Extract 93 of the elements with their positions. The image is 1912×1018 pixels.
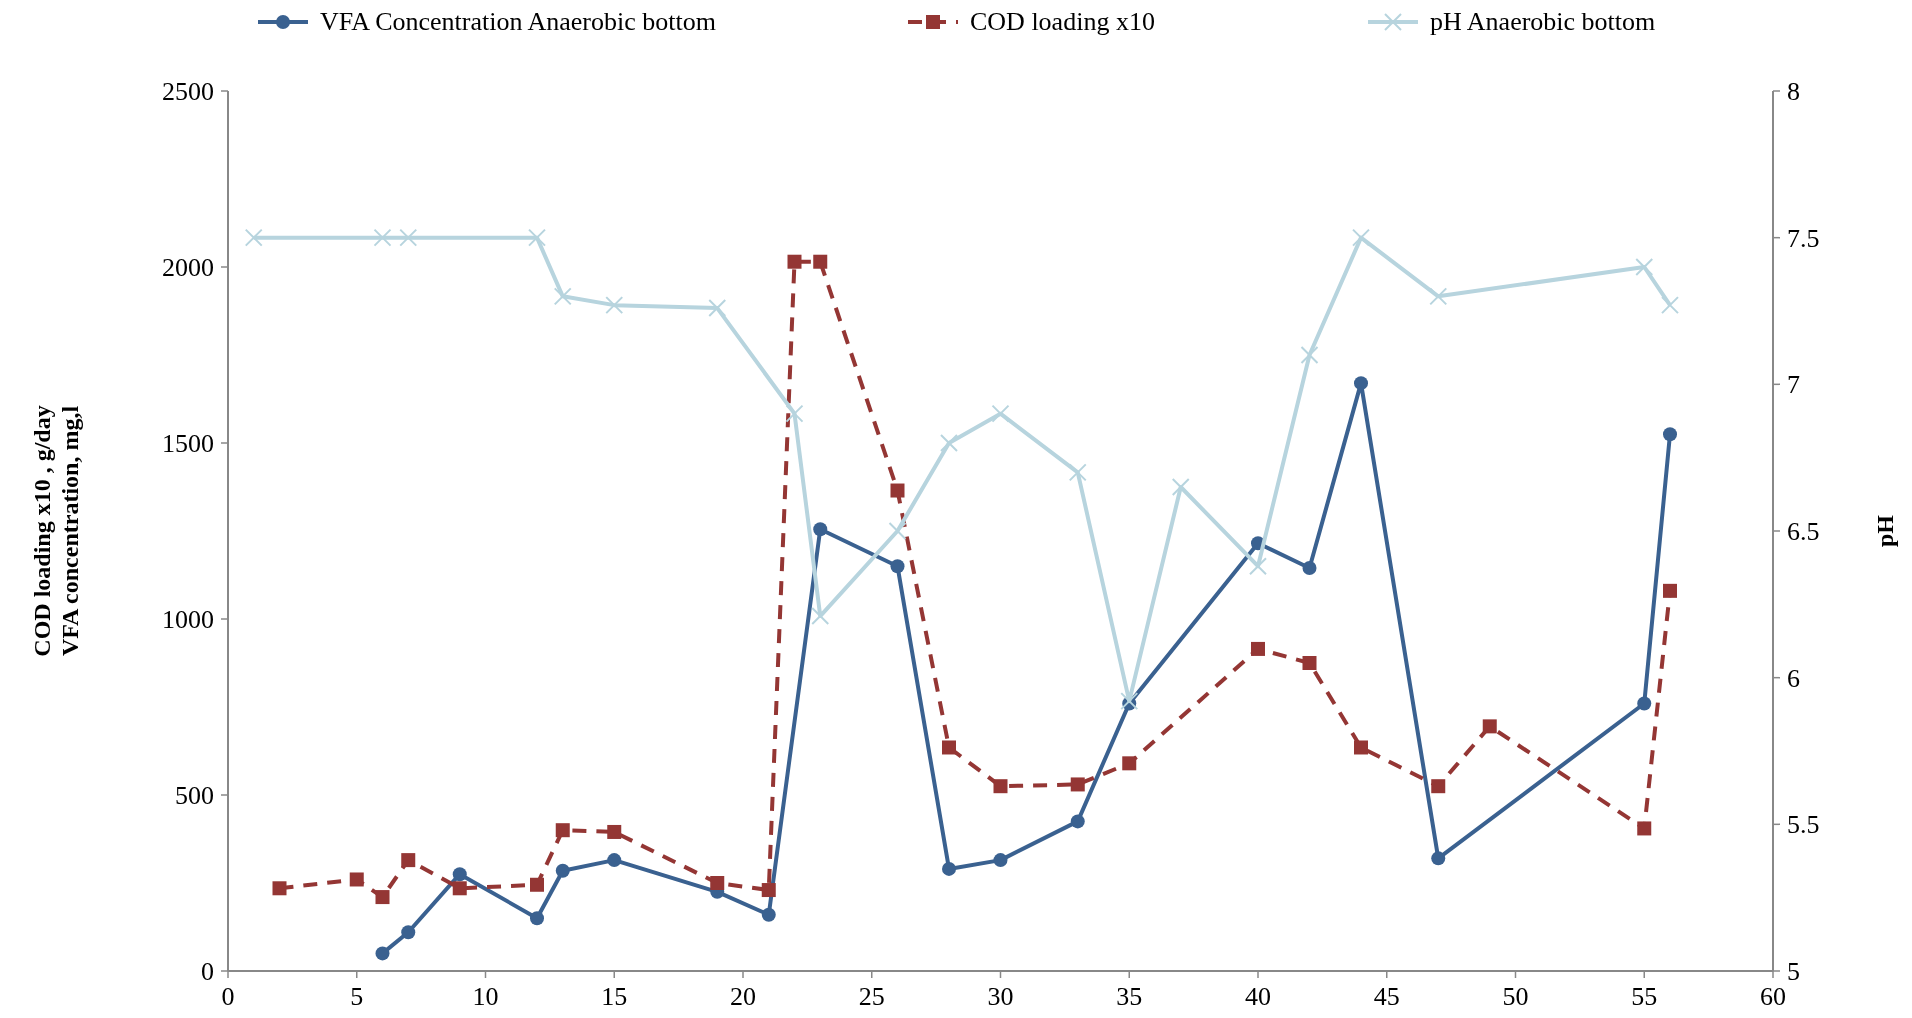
point [607,853,622,868]
point [1300,346,1319,364]
x-tick-label: 45 [1373,982,1400,1011]
x-tick-label: 40 [1245,982,1271,1011]
point [528,228,546,247]
point [1663,427,1677,442]
x-tick-label: 60 [1760,982,1786,1011]
point [1120,692,1139,711]
point [401,925,416,940]
y2-tick-label: 8 [1787,77,1800,106]
point [530,911,544,926]
point [991,404,1010,423]
point [605,296,624,315]
point [555,863,570,878]
point [761,907,776,922]
point [530,877,544,892]
point [1171,478,1190,496]
x-tick-label: 20 [730,982,756,1011]
point [890,483,905,498]
point [1302,560,1317,575]
point [890,559,905,574]
point [940,434,958,452]
y-tick-label: 0 [201,957,214,986]
point [1482,719,1497,734]
y2-tick-label: 7.5 [1787,223,1820,253]
x-tick-label: 35 [1116,982,1143,1011]
y2-tick-label: 6 [1787,663,1800,693]
y2-tick-label: 5 [1787,957,1800,986]
point [349,872,364,887]
point [452,867,467,882]
point [1122,756,1137,771]
legend-label: VFA Concentration Anaerobic bottom [320,7,716,36]
x-tick-label: 0 [221,982,235,1011]
x-tick-label: 30 [987,982,1014,1011]
point [942,740,956,755]
y-tick-label: 2000 [162,253,214,282]
point [813,254,828,269]
point [1637,696,1652,711]
point [1251,641,1265,656]
point [813,522,828,537]
point [993,779,1008,794]
y2-axis-title: pH [1872,514,1898,548]
point [785,404,804,423]
x-tick-label: 50 [1502,982,1529,1011]
point [710,876,725,890]
point [1352,228,1370,247]
y-tick-label: 1500 [162,429,214,458]
y2-tick-label: 6.5 [1787,517,1820,546]
point [373,228,392,247]
point [1354,740,1368,755]
x-tick-label: 25 [858,982,885,1011]
point [1429,287,1448,306]
point [811,607,830,626]
point [607,824,622,839]
point [708,299,727,318]
y-tick-label: 500 [175,781,214,810]
point [1070,814,1085,829]
point [1635,258,1654,276]
point [553,287,572,306]
point [993,853,1008,868]
y-tick-label: 2500 [162,77,214,106]
point [1637,821,1652,836]
point [1249,557,1267,576]
y2-tick-label: 7 [1787,370,1800,400]
x-tick-label: 5 [350,982,364,1011]
y-axis-title: COD loading x10 , g/day VFA concentration, mg,l [29,405,83,657]
point [1663,583,1677,598]
x-tick-label: 15 [601,982,628,1011]
x-tick-label: 55 [1631,982,1658,1011]
point [761,883,776,898]
point [244,228,263,247]
point [1661,296,1679,315]
point [888,522,907,540]
legend-label: pH Anaerobic bottom [1430,7,1656,36]
x-tick-label: 10 [472,982,499,1011]
point [399,228,418,247]
point [1354,376,1368,391]
point [942,861,956,876]
point [1431,779,1446,794]
point [1070,777,1085,792]
point [1431,851,1446,866]
point [452,881,467,896]
legend-label: COD loading x10 [970,7,1155,36]
y-tick-label: 1000 [162,605,214,634]
point [1068,463,1087,482]
point [272,881,287,896]
point [401,853,416,868]
point [375,946,390,961]
point [787,254,802,269]
point [555,823,570,838]
point [375,890,390,905]
point [1302,656,1317,670]
y2-tick-label: 5.5 [1787,810,1820,840]
